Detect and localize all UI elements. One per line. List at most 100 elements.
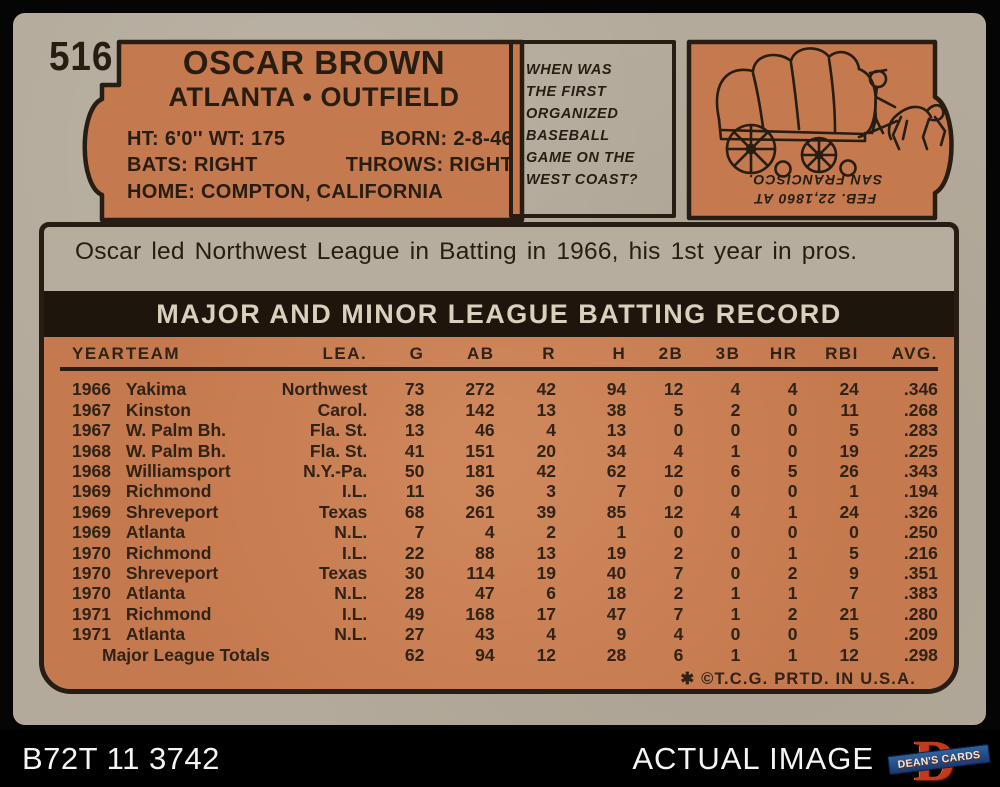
table-cell: LEA. (322, 343, 368, 363)
table-cell: .216 (903, 542, 938, 563)
vitals-throws: THROWS: RIGHT (345, 154, 513, 177)
table-cell: 0 (849, 522, 859, 543)
table-cell: 26 (839, 460, 859, 481)
table-cell: 4 (730, 379, 741, 400)
table-cell: 73 (404, 379, 425, 400)
trivia-question-line: GAME ON THE (526, 150, 635, 167)
table-cell: 20 (536, 440, 557, 461)
table-row: 1967 W. Palm Bh. Fla. St. 13 46 4 13 0 0 0 5 .283 (60, 420, 938, 440)
table-cell: .225 (903, 440, 938, 461)
trivia-question-line: WEST COAST? (526, 172, 639, 189)
baseball-card-back: 516 OSCAR BROWN ATLANTA • OUTFIELD HT: 6… (13, 13, 986, 725)
table-cell: 30 (404, 562, 425, 583)
table-cell: Richmond (125, 603, 212, 624)
table-cell: 36 (475, 481, 495, 502)
table-cell: 39 (536, 501, 557, 522)
card-number: 516 (49, 33, 114, 79)
table-cell: 62 (606, 460, 627, 481)
table-cell: 5 (673, 399, 684, 420)
table-row: 1967 Kinston Carol. 38 142 13 38 5 2 0 11 .268 (60, 400, 938, 420)
table-cell: Shreveport (125, 501, 219, 522)
table-cell: 261 (465, 501, 495, 522)
table-cell: W. Palm Bh. (125, 420, 226, 441)
table-cell: 5 (787, 460, 798, 481)
table-cell: 3 (546, 481, 557, 502)
batting-table-header: YEAR TEAM LEA. G AB R H 2B 3B HR RBI AVG. (60, 343, 938, 372)
table-cell: 1967 (72, 420, 111, 441)
table-cell: 2 (673, 542, 684, 563)
table-cell: 6 (546, 583, 557, 604)
cartoon-panel-shape (686, 39, 954, 221)
team-position: ATLANTA • OUTFIELD (168, 82, 460, 112)
batting-table: YEAR TEAM LEA. G AB R H 2B 3B HR RBI AVG. 1966 Yakim… (44, 336, 954, 689)
table-cell: TEAM (125, 343, 181, 363)
table-cell: HR (769, 343, 798, 363)
table-cell: 5 (849, 542, 859, 563)
table-row: 1969 Richmond I.L. 11 36 3 7 0 0 0 1 .194 (60, 481, 938, 501)
table-cell: 18 (606, 583, 627, 604)
table-cell: 1 (616, 522, 627, 543)
table-cell: Northwest (281, 379, 368, 400)
table-cell: 62 (404, 644, 425, 665)
table-cell: 1970 (72, 583, 111, 604)
table-cell: 13 (404, 420, 425, 441)
table-cell: Atlanta (125, 522, 186, 543)
table-cell: 9 (616, 624, 627, 645)
table-row: 1970 Atlanta N.L. 28 47 6 18 2 1 1 7 .383 (60, 583, 938, 603)
table-cell: Yakima (125, 379, 187, 400)
table-cell: Williamsport (125, 460, 231, 481)
table-cell: 1971 (72, 603, 111, 624)
table-row: 1966 Yakima Northwest 73 272 42 94 12 4 4 24 .346 (60, 379, 938, 399)
table-cell: 5 (849, 624, 859, 645)
logo-text: DEAN'S CARDS (897, 747, 981, 771)
table-row: 1968 W. Palm Bh. Fla. St. 41 151 20 34 4 1 0 19.22… (60, 441, 938, 461)
table-cell: 0 (730, 522, 741, 543)
table-cell: 0 (730, 420, 741, 441)
table-cell: .209 (903, 624, 938, 645)
table-cell: 1969 (72, 501, 111, 522)
table-cell: 1968 (72, 440, 111, 461)
table-cell: .283 (903, 420, 938, 441)
table-cell: Kinston (125, 399, 191, 420)
table-cell: 42 (536, 460, 557, 481)
table-cell: 4 (546, 624, 557, 645)
table-cell: 19 (536, 562, 557, 583)
table-cell: 12 (663, 460, 684, 481)
table-cell: 11 (405, 481, 425, 502)
table-cell: 6 (673, 644, 684, 665)
table-cell: N.Y.-Pa. (303, 460, 368, 481)
table-cell: 4 (546, 420, 557, 441)
header-panel-shape (82, 39, 525, 223)
table-cell: 7 (673, 562, 684, 583)
covered-wagon-cartoon (715, 47, 947, 178)
table-cell: 1971 (72, 624, 111, 645)
table-cell: AVG. (891, 343, 938, 363)
table-cell: 12 (663, 379, 684, 400)
vitals-home: HOME: COMPTON, CALIFORNIA (127, 180, 444, 203)
trivia-question-line: ORGANIZED (526, 106, 619, 123)
table-cell: I.L. (342, 481, 368, 502)
table-cell: R (542, 343, 557, 363)
table-cell: H (612, 343, 627, 363)
table-cell: 4 (730, 501, 741, 522)
table-row: 1970 Richmond I.L. 22 88 13 19 2 0 1 5 .216 (60, 543, 938, 563)
table-cell: 4 (484, 522, 495, 543)
table-cell: 12 (536, 644, 557, 665)
table-cell: 151 (465, 440, 495, 461)
table-cell: 2 (730, 399, 741, 420)
table-title-banner: MAJOR AND MINOR LEAGUE BATTING RECORD (44, 290, 954, 337)
trivia-question-line: WHEN WAS (526, 62, 613, 78)
table-cell: 4 (673, 440, 684, 461)
table-cell: .250 (903, 522, 938, 543)
table-cell: N.L. (334, 583, 368, 604)
table-cell: 1 (787, 644, 798, 665)
table-cell: 4 (787, 379, 798, 400)
table-cell: 168 (465, 603, 495, 624)
table-cell: 0 (673, 522, 684, 543)
table-cell: 114 (466, 562, 495, 583)
batting-table-rows: 1966 Yakima Northwest 73 272 42 94 12 4 4 24.346 19… (60, 379, 938, 665)
table-cell: 24 (839, 379, 859, 400)
table-cell: 28 (606, 644, 627, 665)
table-row: 1969 Atlanta N.L. 7 4 2 1 0 0 0 0 .250 (60, 522, 938, 542)
table-cell: 1 (730, 603, 741, 624)
